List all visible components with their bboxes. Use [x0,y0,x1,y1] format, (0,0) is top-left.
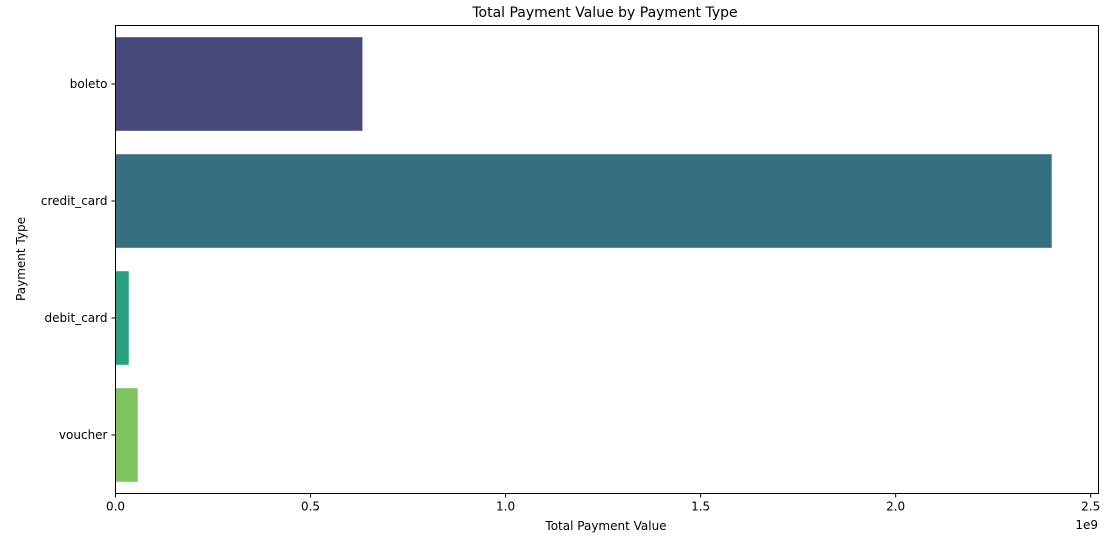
y-tick-label: voucher [59,428,108,442]
bar-credit-card [115,154,1052,248]
bar-voucher [115,388,138,482]
x-axis-ticks: 0.0 0.5 1.0 1.5 2.0 2.5 [106,493,1100,514]
bar-debit-card [115,271,129,365]
x-axis-label: Total Payment Value [544,519,666,533]
x-tick-label: 2.5 [1081,500,1100,514]
x-tick-label: 1.5 [691,500,710,514]
y-tick-label: debit_card [45,311,108,325]
chart-title: Total Payment Value by Payment Type [471,5,737,21]
x-offset-label: 1e9 [1075,518,1098,532]
plot-frame [115,25,1099,494]
bar-boleto [115,37,363,131]
x-tick-label: 1.0 [496,500,515,514]
x-tick-label: 2.0 [886,500,905,514]
x-tick-label: 0.0 [106,500,125,514]
y-axis-label: Payment Type [14,217,28,301]
y-tick-label: boleto [70,77,108,91]
bars-group [115,37,1052,482]
y-tick-label: credit_card [41,194,108,208]
x-tick-label: 0.5 [301,500,320,514]
